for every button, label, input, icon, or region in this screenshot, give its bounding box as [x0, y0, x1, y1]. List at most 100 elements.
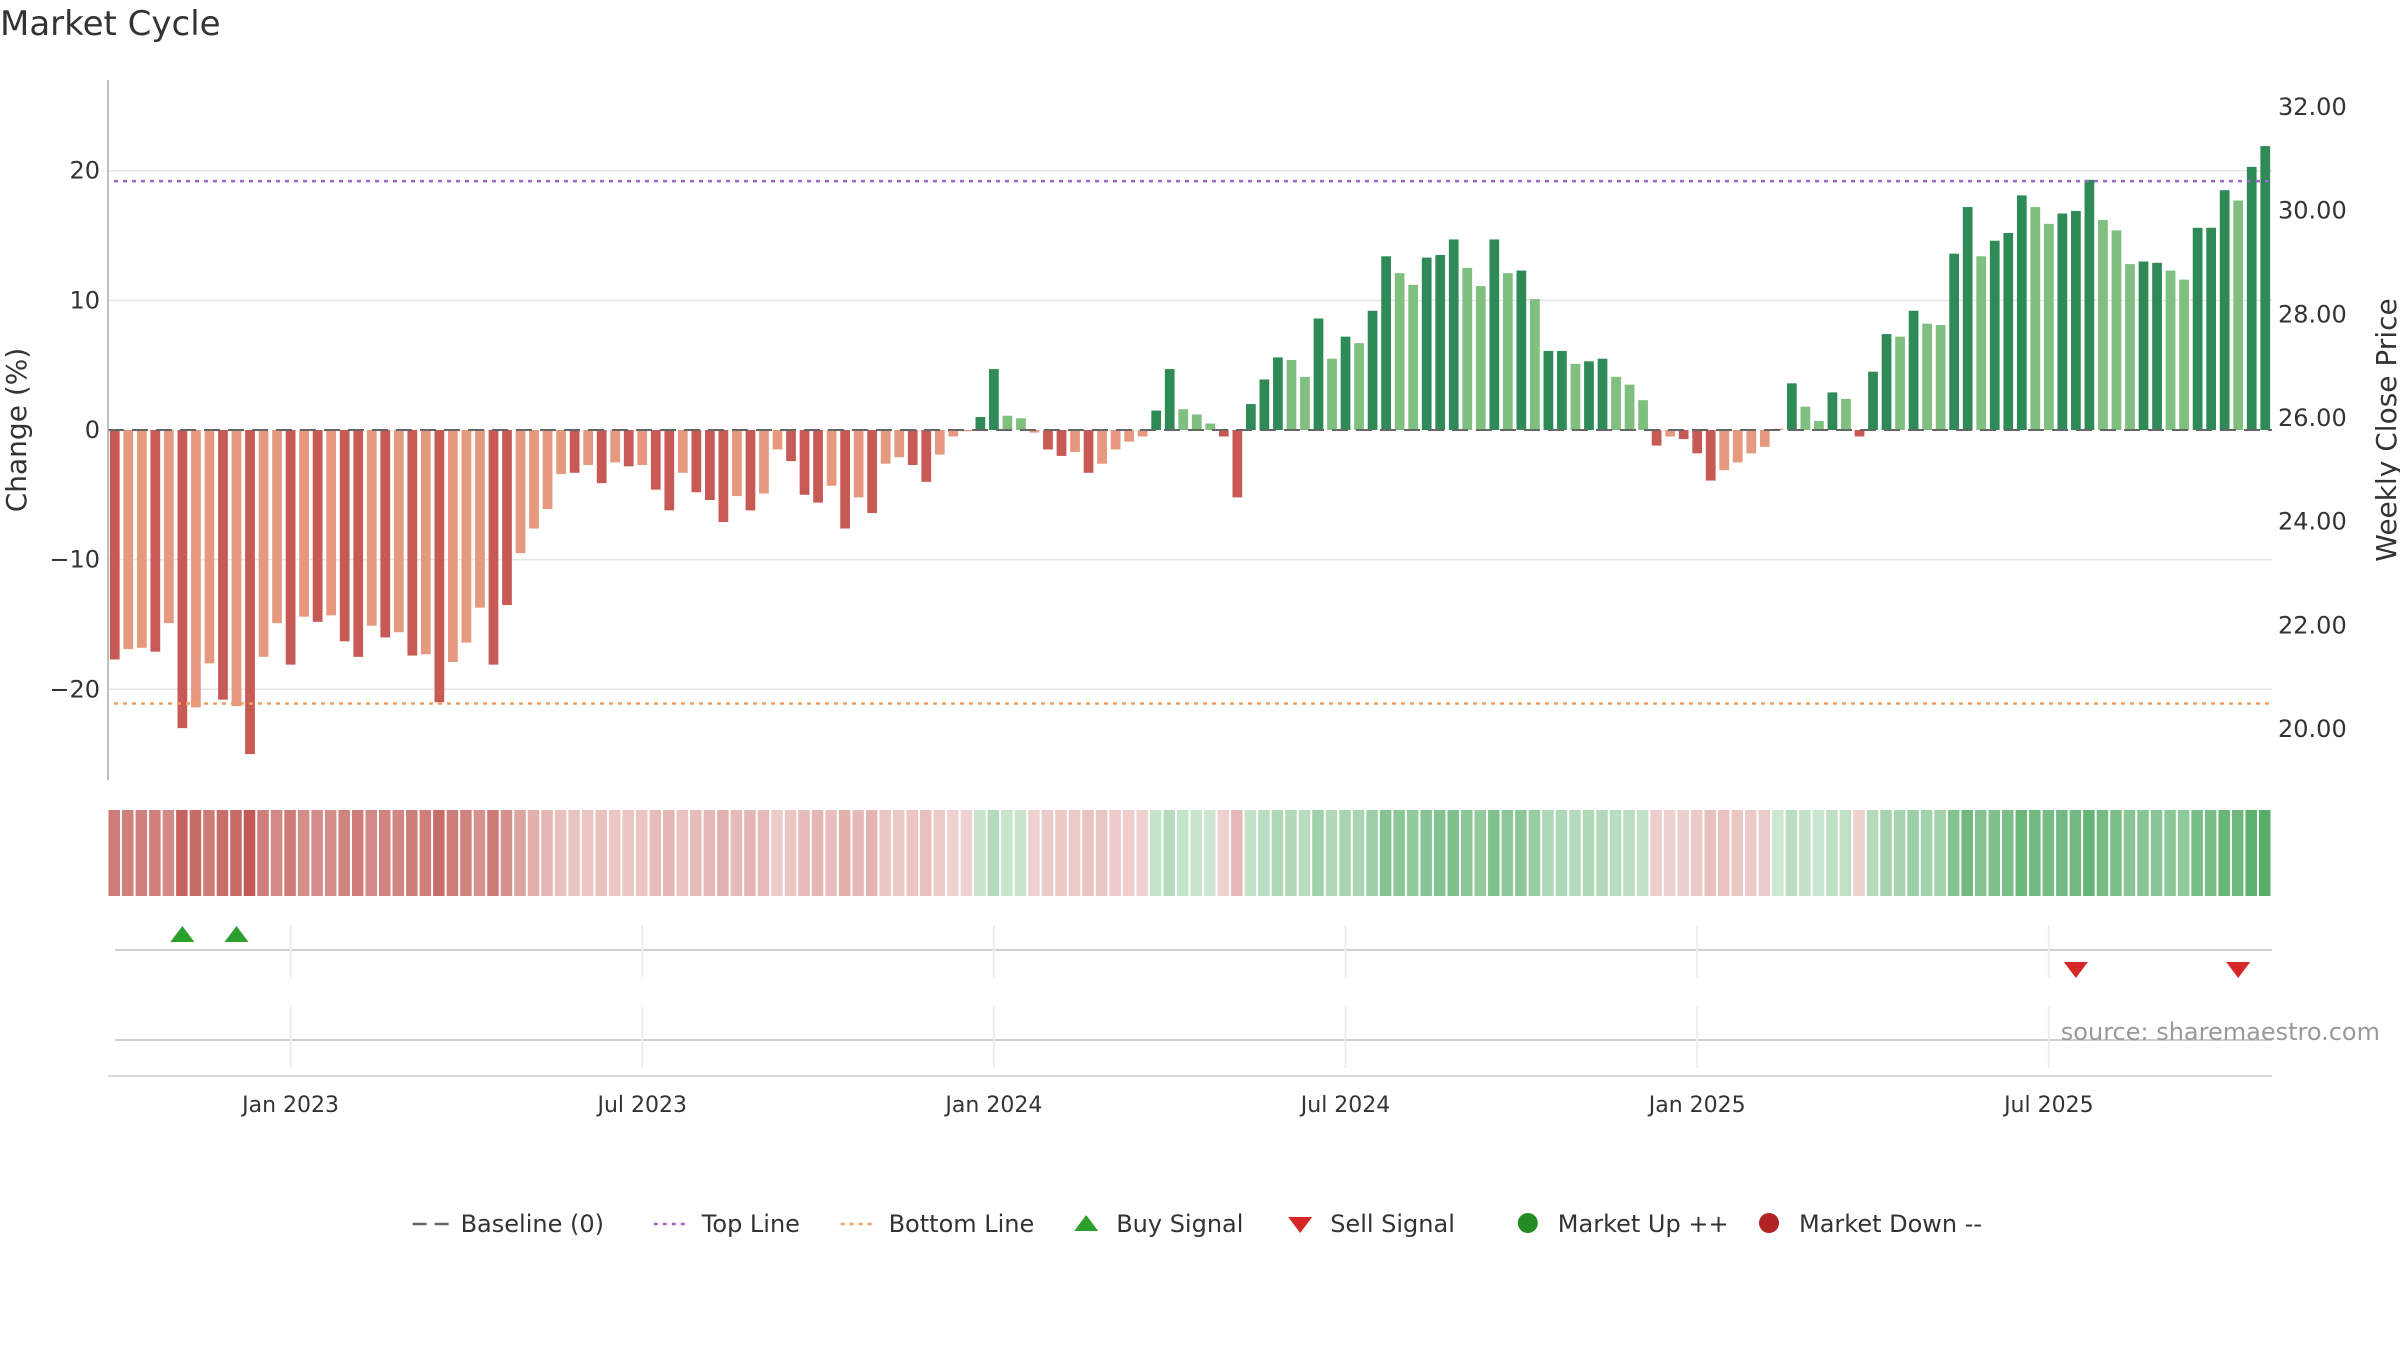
source-label: source: sharemaestro.com — [2061, 1018, 2380, 1046]
heat-cell — [2150, 810, 2163, 896]
change-bar — [1381, 256, 1391, 430]
change-bar — [1475, 286, 1486, 430]
change-bar — [1597, 358, 1608, 430]
heat-cell — [933, 810, 946, 896]
change-bar — [637, 430, 648, 465]
change-bar — [2111, 230, 2122, 430]
heat-cell — [1609, 810, 1622, 896]
page-title: Market Cycle — [0, 4, 221, 44]
heat-cell — [920, 810, 932, 896]
change-bar — [285, 430, 296, 665]
heat-cell — [1352, 810, 1365, 896]
legend-label: Market Up ++ — [1558, 1210, 1729, 1238]
change-bar — [840, 430, 850, 529]
change-bar — [1759, 430, 1770, 447]
heat-cell — [1555, 810, 1568, 896]
change-bar — [2165, 270, 2176, 430]
change-bar — [1868, 371, 1878, 430]
heat-cell — [1772, 810, 1784, 896]
change-bar — [2192, 227, 2203, 430]
change-bar — [596, 430, 607, 484]
heat-cell — [1623, 810, 1635, 896]
heat-cell — [541, 810, 553, 896]
change-bar — [258, 430, 269, 657]
change-bar — [1881, 334, 1892, 430]
heat-cell — [1988, 810, 2000, 896]
reference-lines — [108, 179, 2272, 705]
change-bar — [1692, 430, 1703, 454]
legend[interactable]: Baseline (0) Top Line Bottom Line Buy Signa… — [412, 1210, 1982, 1238]
legend-item[interactable]: Top Line — [653, 1210, 800, 1238]
heat-cell — [216, 810, 229, 896]
cycle-heat-strip — [108, 810, 2271, 896]
change-bar — [2219, 190, 2230, 430]
change-bar — [1976, 256, 1987, 430]
change-bar — [759, 430, 769, 494]
change-bar — [1489, 239, 1500, 430]
change-bar — [1056, 430, 1067, 456]
change-bar — [1421, 257, 1432, 430]
heat-cell — [1582, 810, 1595, 896]
change-bar — [799, 430, 810, 495]
change-bar — [1732, 430, 1743, 463]
change-bar — [1245, 404, 1256, 430]
change-bar — [1448, 239, 1459, 430]
legend-item[interactable]: Sell Signal — [1288, 1210, 1455, 1238]
change-bar — [339, 430, 350, 642]
change-bar — [786, 430, 796, 462]
legend-item[interactable]: Market Up ++ — [1517, 1210, 1729, 1238]
change-bar — [2084, 179, 2095, 430]
y2-tick-label: 22.00 — [2278, 611, 2347, 639]
heat-cell — [149, 810, 161, 896]
change-bar — [1854, 430, 1865, 437]
heat-cell — [1244, 810, 1257, 896]
change-bar — [569, 430, 580, 473]
heat-cell — [1880, 810, 1892, 896]
y2-tick-label: 26.00 — [2278, 404, 2347, 432]
heat-cell — [284, 810, 296, 896]
change-bar — [515, 430, 526, 554]
heat-cell — [825, 810, 837, 896]
change-bar — [1624, 384, 1635, 430]
change-bar — [948, 430, 959, 437]
heat-cell — [1690, 810, 1703, 896]
change-bar — [2179, 279, 2189, 430]
heat-cell — [203, 810, 215, 896]
change-bar — [218, 430, 228, 700]
change-bar — [853, 430, 864, 498]
legend-item[interactable]: Market Down -- — [1759, 1210, 1982, 1238]
change-bar — [420, 430, 431, 655]
change-bar — [1002, 415, 1013, 430]
legend-item[interactable]: Buy Signal — [1074, 1210, 1243, 1238]
heat-cell — [1095, 810, 1108, 896]
buy-signal-marker — [170, 926, 195, 942]
heat-cell — [852, 810, 864, 896]
heat-cell — [2137, 810, 2149, 896]
y-axis-title: Change (%) — [0, 348, 33, 513]
change-bar — [961, 430, 972, 432]
change-bar — [272, 430, 282, 624]
change-bar — [407, 430, 418, 656]
change-bar — [718, 430, 729, 523]
heat-cell — [1271, 810, 1284, 896]
legend-label: Baseline (0) — [461, 1210, 604, 1238]
change-bar — [529, 430, 539, 529]
heat-cell — [1285, 810, 1297, 896]
change-bar — [583, 430, 594, 465]
y-tick-label: −10 — [49, 546, 100, 574]
heat-cell — [595, 810, 607, 896]
heat-cell — [838, 810, 851, 896]
change-bar — [109, 430, 120, 660]
legend-item[interactable]: Bottom Line — [840, 1210, 1035, 1238]
change-bar — [1705, 430, 1716, 481]
heat-cell — [2015, 810, 2028, 896]
change-bar — [880, 430, 891, 464]
change-bar — [867, 430, 878, 513]
legend-item[interactable]: Baseline (0) — [412, 1210, 604, 1238]
change-bar — [502, 430, 512, 605]
change-bar — [1097, 430, 1107, 464]
heat-cell — [338, 810, 350, 896]
change-bars — [109, 146, 2271, 755]
heat-cell — [2258, 810, 2271, 896]
